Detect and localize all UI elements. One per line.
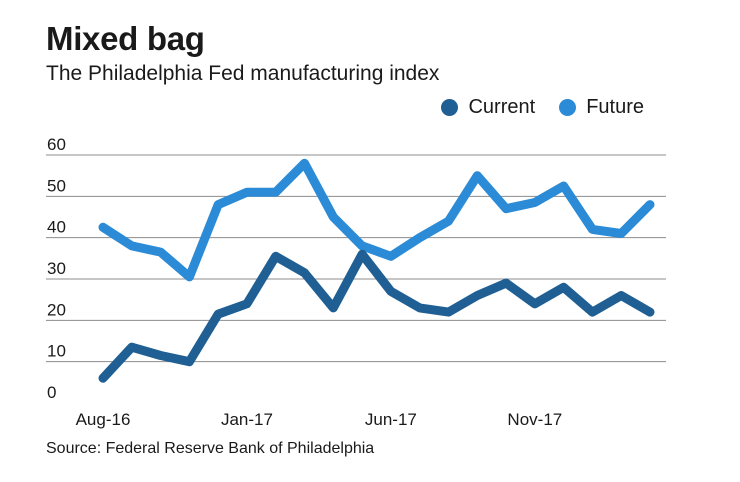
x-tick-label: Jun-17 <box>365 410 417 429</box>
chart-source: Source: Federal Reserve Bank of Philadel… <box>46 440 375 457</box>
y-tick-label: 40 <box>47 218 66 237</box>
chart-title: Mixed bag <box>46 20 205 57</box>
legend-item-future: Future <box>559 96 644 119</box>
legend-item-current: Current <box>441 96 535 119</box>
y-tick-label: 0 <box>47 383 56 402</box>
series-line-current <box>98 249 655 383</box>
legend-marker-current <box>441 99 459 116</box>
y-tick-label: 20 <box>47 300 66 319</box>
legend-label-future: Future <box>586 96 644 118</box>
x-tick-label: Jan-17 <box>221 410 273 429</box>
y-tick-label: 30 <box>47 259 66 278</box>
y-tick-label: 60 <box>47 135 66 154</box>
legend-label-current: Current <box>468 96 536 118</box>
y-tick-label: 50 <box>47 176 66 195</box>
legend-marker-future <box>559 99 577 116</box>
x-axis-ticks: Aug-16 Jan-17 Jun-17 Nov-17 <box>76 410 563 429</box>
x-tick-label: Nov-17 <box>507 410 562 429</box>
y-axis-ticks: 0 10 20 30 40 50 60 <box>47 135 66 402</box>
series-lines <box>98 158 655 383</box>
series-line-future <box>98 158 655 282</box>
chart-legend: Current Future <box>417 96 644 119</box>
chart-subtitle: The Philadelphia Fed manufacturing index <box>46 62 440 85</box>
y-tick-label: 10 <box>47 342 66 361</box>
x-tick-label: Aug-16 <box>76 410 131 429</box>
